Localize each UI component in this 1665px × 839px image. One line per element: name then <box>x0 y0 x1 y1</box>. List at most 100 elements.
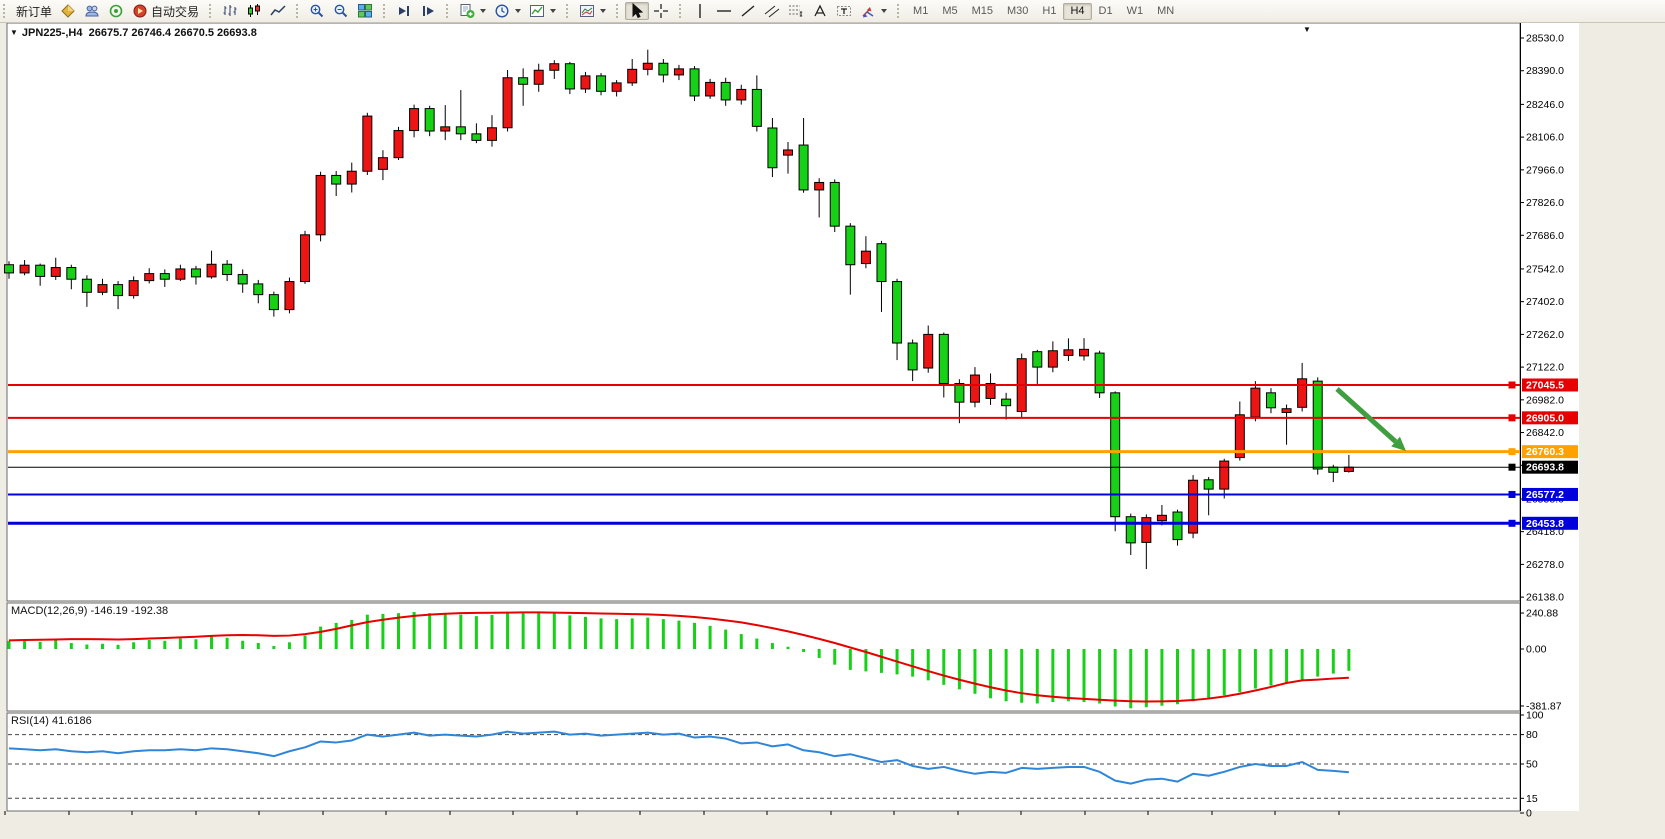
text-button[interactable] <box>808 2 832 20</box>
tf-m15-button[interactable]: M15 <box>965 3 1000 20</box>
tf-h4-button[interactable]: H4 <box>1063 2 1092 20</box>
candlestick-series <box>4 49 1354 570</box>
toolbar-group-timeframes: M1 M5 M15 M30 H1 H4 D1 W1 MN <box>894 0 1184 22</box>
new-chart-button[interactable] <box>455 2 490 20</box>
text-a-icon <box>812 3 828 19</box>
svg-text:15: 15 <box>1526 793 1538 805</box>
template-icon <box>579 3 595 19</box>
toolbar-group-zoom <box>293 0 380 22</box>
toolbar-group-chart-type <box>206 0 293 22</box>
news-signal-button[interactable] <box>104 2 128 20</box>
tf-mn-button[interactable]: MN <box>1150 3 1181 20</box>
templates-button[interactable] <box>575 2 610 20</box>
zoom-in-button[interactable] <box>305 2 329 20</box>
horizontal-line-26760.3: 26760.3 <box>8 445 1578 459</box>
contacts-button[interactable] <box>80 2 104 20</box>
chart-symbol: JPN225-,H4 <box>21 27 83 39</box>
auto-scroll-button[interactable] <box>392 2 416 20</box>
candlestick-chart-button[interactable] <box>242 2 266 20</box>
svg-text:26693.8: 26693.8 <box>1526 462 1564 474</box>
autotrading-button[interactable]: 自动交易 <box>128 2 203 20</box>
svg-text:80: 80 <box>1526 729 1538 741</box>
line-chart-button[interactable] <box>266 2 290 20</box>
tf-w1-button[interactable]: W1 <box>1120 3 1151 20</box>
tf-m5-button[interactable]: M5 <box>935 3 964 20</box>
horizontal-line-button[interactable] <box>712 2 736 20</box>
svg-text:27966.0: 27966.0 <box>1526 164 1564 176</box>
text-label-button[interactable] <box>832 2 856 20</box>
zoom-out-button[interactable] <box>329 2 353 20</box>
dropdown-arrow-icon[interactable] <box>600 9 607 13</box>
fibo-icon <box>788 3 804 19</box>
tf-m15-button-label: M15 <box>971 5 993 17</box>
rsi-line <box>8 730 1349 785</box>
chart-corner-dropdown-icon[interactable]: ▼ <box>1303 25 1311 34</box>
autotrade-icon <box>132 3 148 19</box>
periods-button[interactable] <box>490 2 525 20</box>
bar-chart-button[interactable] <box>218 2 242 20</box>
price-tag <box>1522 378 1578 392</box>
crosshair-button[interactable] <box>649 2 673 20</box>
dropdown-arrow-icon[interactable] <box>515 9 522 13</box>
svg-text:28246.0: 28246.0 <box>1526 99 1564 111</box>
svg-text:100: 100 <box>1526 710 1544 722</box>
symbol-dropdown-icon[interactable]: ▼ <box>10 28 18 37</box>
trend-arrow <box>1335 387 1406 451</box>
svg-text:26278.0: 26278.0 <box>1526 559 1564 571</box>
main-panel <box>6 22 1521 602</box>
tile-windows-button[interactable] <box>353 2 377 20</box>
new-order-button[interactable]: 新订单 <box>12 2 56 20</box>
dropdown-arrow-icon[interactable] <box>480 9 487 13</box>
fibonacci-button[interactable] <box>784 2 808 20</box>
price-tag <box>1522 487 1578 501</box>
tf-w1-button-label: W1 <box>1126 5 1144 17</box>
chart-shift-button[interactable] <box>416 2 440 20</box>
tf-h1-button[interactable]: H1 <box>1035 3 1063 20</box>
svg-text:26138.0: 26138.0 <box>1526 592 1564 604</box>
autoscroll-icon <box>396 3 412 19</box>
tf-m30-button-label: M30 <box>1007 5 1029 17</box>
tf-h1-button-label: H1 <box>1042 5 1057 17</box>
tf-d1-button[interactable]: D1 <box>1092 3 1120 20</box>
autotrading-button-label: 自动交易 <box>151 4 200 19</box>
trendline-icon <box>740 3 756 19</box>
svg-text:28530.0: 28530.0 <box>1526 33 1564 45</box>
svg-text:27542.0: 27542.0 <box>1526 263 1564 275</box>
svg-text:0.00: 0.00 <box>1526 644 1547 656</box>
dropdown-arrow-icon[interactable] <box>550 9 557 13</box>
main-toolbar: 新订单 自动交易 M1 M5 M15 M30 H1 H4 D1 W1 MN <box>0 0 1665 23</box>
svg-text:240.88: 240.88 <box>1526 608 1558 620</box>
rsi-panel <box>6 712 1521 812</box>
horizontal-line-26453.8: 26453.8 <box>8 516 1578 530</box>
svg-text:26453.8: 26453.8 <box>1526 518 1564 530</box>
trendline-button[interactable] <box>736 2 760 20</box>
toolbar-group-pointer-tools <box>613 0 676 22</box>
macd-panel <box>6 602 1521 712</box>
new-order-button-label: 新订单 <box>16 4 53 19</box>
equidistant-channel-button[interactable] <box>760 2 784 20</box>
macd-indicator-label: MACD(12,26,9) -146.19 -192.38 <box>11 605 169 617</box>
profile-button[interactable] <box>56 2 80 20</box>
clock-icon <box>494 3 510 19</box>
svg-text:26842.0: 26842.0 <box>1526 427 1564 439</box>
cursor-button[interactable] <box>625 2 650 20</box>
macd-histogram <box>7 611 1351 709</box>
horizontal-line-26905.0: 26905.0 <box>8 411 1578 425</box>
tf-m1-button[interactable]: M1 <box>906 3 935 20</box>
channel-icon <box>764 3 780 19</box>
indicators-button[interactable] <box>525 2 560 20</box>
arrows-button[interactable] <box>856 2 891 20</box>
rsi-indicator-label: RSI(14) 41.6186 <box>11 715 92 727</box>
indicators-icon <box>529 3 545 19</box>
vertical-line-button[interactable] <box>688 2 712 20</box>
tf-h4-button-label: H4 <box>1070 5 1085 17</box>
dropdown-arrow-icon[interactable] <box>881 9 888 13</box>
tf-m30-button[interactable]: M30 <box>1000 3 1035 20</box>
price-tag <box>1522 516 1578 530</box>
svg-text:26760.3: 26760.3 <box>1526 446 1564 458</box>
bars-icon <box>222 3 238 19</box>
hline-icon <box>716 3 732 19</box>
zoom-out-icon <box>333 3 349 19</box>
signal-icon <box>108 3 124 19</box>
